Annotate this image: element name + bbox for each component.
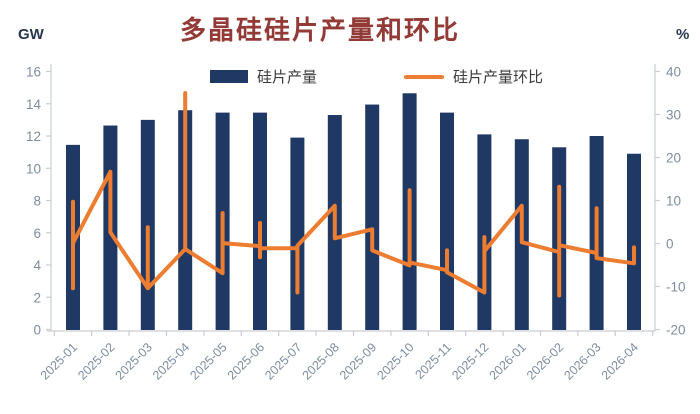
right-axis-tick-label: -10 [666, 280, 686, 295]
legend-line-label: 硅片产量环比 [453, 69, 544, 86]
right-axis-unit: % [676, 26, 690, 43]
legend-bar-label: 硅片产量 [257, 69, 318, 86]
bar-2025-12 [477, 134, 492, 330]
left-axis-tick-label: 4 [33, 258, 41, 273]
left-axis-tick-label: 16 [26, 65, 41, 80]
x-axis-label: 2026-03 [561, 340, 603, 382]
x-axis-label: 2026-01 [487, 340, 529, 382]
x-axis-label: 2025-10 [374, 340, 416, 382]
x-axis-label: 2025-03 [113, 340, 155, 382]
right-axis-tick-label: 30 [666, 108, 681, 123]
right-axis-tick-label: 40 [666, 65, 681, 80]
x-axis-label: 2025-04 [150, 340, 192, 382]
x-axis-label: 2025-07 [262, 340, 304, 382]
x-axis-label: 2025-05 [187, 340, 229, 382]
x-axis-label: 2025-02 [75, 340, 117, 382]
bar-2025-09 [365, 104, 380, 331]
x-axis-label: 2025-08 [300, 340, 342, 382]
left-axis-tick-label: 2 [33, 290, 41, 305]
bar-2025-07 [290, 137, 305, 330]
x-axis-label: 2025-11 [412, 340, 454, 382]
chart-title: 多晶硅硅片产量和环比 [179, 15, 460, 45]
x-axis-label: 2025-01 [38, 340, 80, 382]
x-axis-label: 2025-09 [337, 340, 379, 382]
left-axis-tick-label: 8 [33, 194, 41, 209]
left-axis-tick-label: 6 [33, 226, 41, 241]
right-axis-tick-label: 20 [666, 151, 681, 166]
legend-bar-swatch-icon [210, 70, 248, 83]
left-axis-tick-label: 0 [33, 323, 41, 338]
bar-2025-03 [140, 119, 155, 330]
x-axis-label: 2026-02 [524, 340, 566, 382]
x-axis-label: 2025-12 [449, 340, 491, 382]
mom-line [71, 91, 636, 298]
right-axis-tick-label: 10 [666, 194, 681, 209]
x-axis-label: 2026-04 [599, 340, 641, 382]
right-axis-tick-label: 0 [666, 237, 674, 252]
left-axis-tick-label: 14 [26, 97, 42, 112]
bar-2025-11 [440, 112, 454, 331]
left-axis-unit: GW [18, 26, 44, 43]
right-axis-tick-label: -20 [666, 323, 686, 338]
x-axis-label: 2025-06 [225, 340, 267, 382]
legend: 硅片产量 硅片产量环比 [210, 66, 543, 87]
left-axis-tick-label: 10 [26, 161, 41, 176]
left-axis-tick-label: 12 [26, 129, 41, 144]
legend-line-swatch-icon [404, 74, 445, 79]
bar-2026-04 [627, 153, 641, 330]
